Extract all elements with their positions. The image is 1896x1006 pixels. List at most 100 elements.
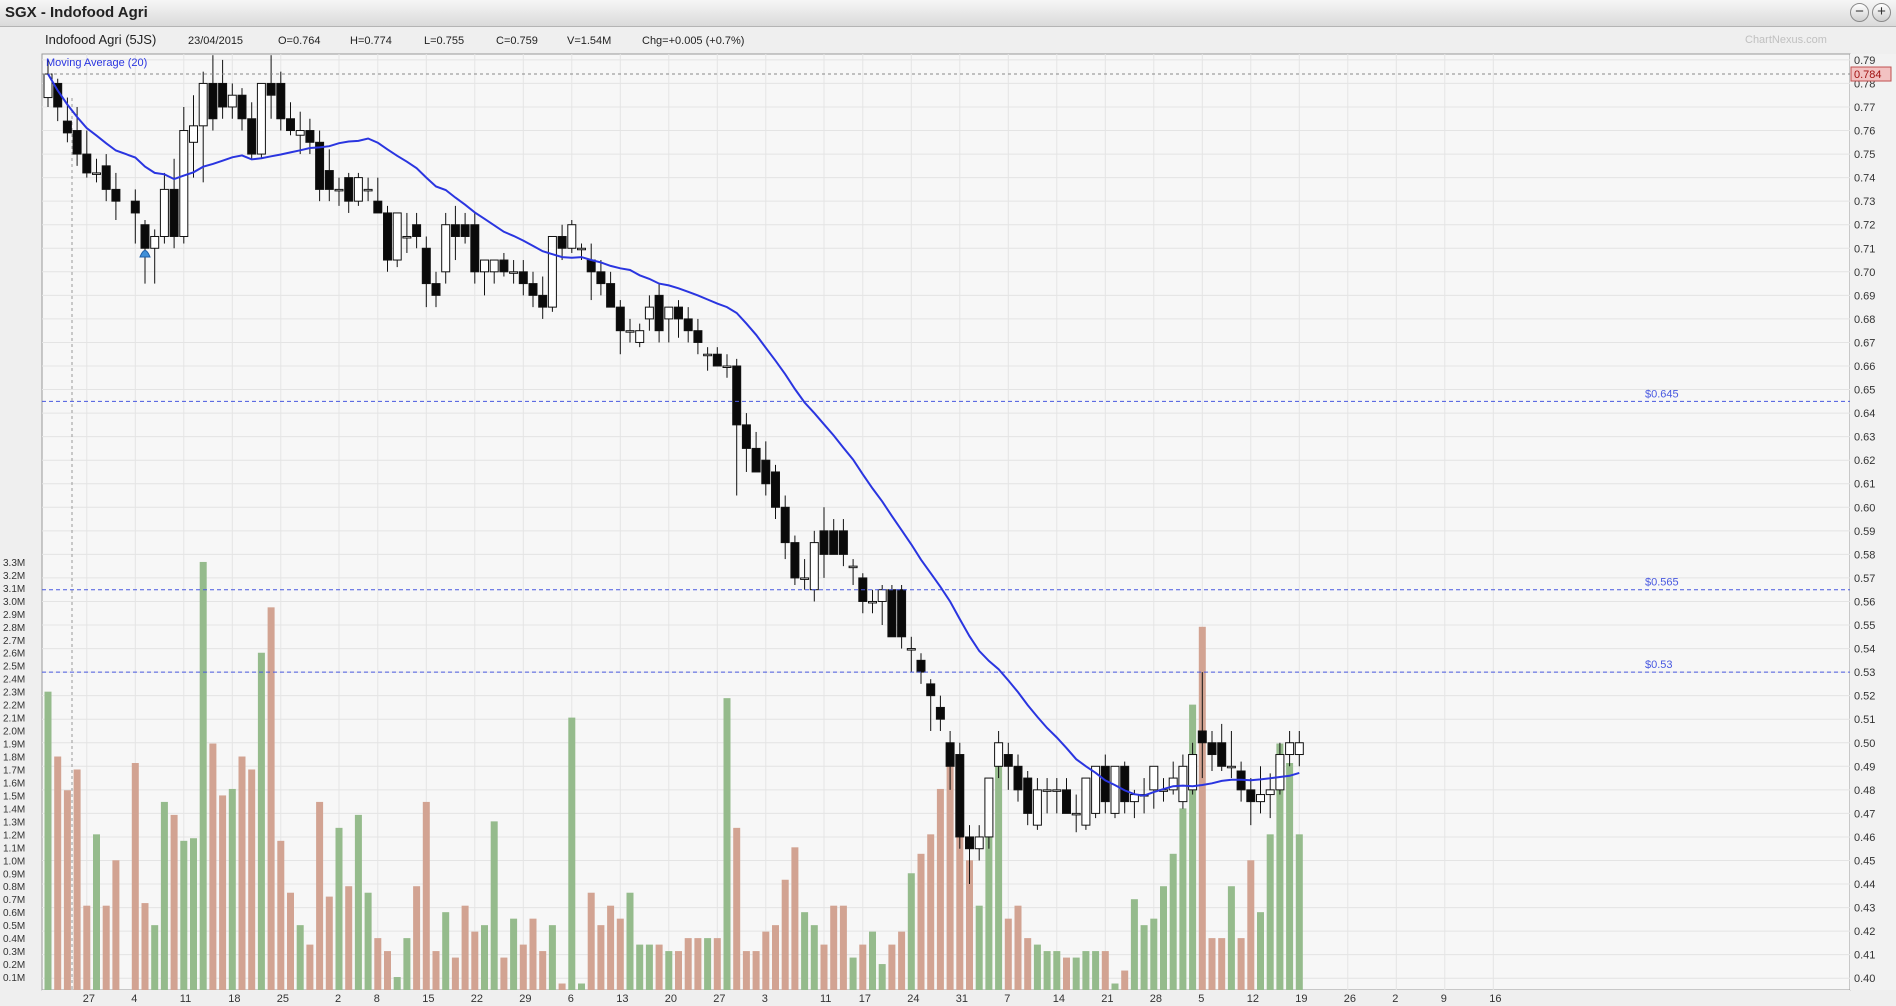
candle[interactable] bbox=[247, 118, 257, 155]
candle[interactable] bbox=[586, 259, 596, 273]
candle[interactable] bbox=[315, 141, 325, 190]
candle[interactable] bbox=[1178, 765, 1188, 803]
candle[interactable] bbox=[256, 82, 266, 155]
candle[interactable] bbox=[1265, 789, 1275, 796]
candle[interactable] bbox=[266, 82, 276, 96]
candle[interactable] bbox=[926, 683, 936, 697]
candle[interactable] bbox=[1013, 765, 1023, 791]
candle[interactable] bbox=[829, 530, 839, 555]
candle[interactable] bbox=[111, 188, 121, 202]
candle[interactable] bbox=[741, 424, 751, 449]
candle[interactable] bbox=[916, 659, 926, 673]
candle[interactable] bbox=[780, 506, 790, 544]
candle[interactable] bbox=[868, 600, 877, 604]
candle[interactable] bbox=[984, 777, 994, 838]
candle[interactable] bbox=[1023, 777, 1033, 814]
candle[interactable] bbox=[295, 130, 305, 136]
candle[interactable] bbox=[150, 235, 160, 249]
candle[interactable] bbox=[751, 447, 761, 473]
candle[interactable] bbox=[72, 130, 82, 155]
candle[interactable] bbox=[1217, 742, 1227, 767]
candle[interactable] bbox=[809, 542, 819, 591]
candle[interactable] bbox=[722, 365, 732, 368]
candle[interactable] bbox=[1168, 777, 1178, 791]
candle[interactable] bbox=[470, 224, 480, 273]
candle[interactable] bbox=[179, 130, 189, 237]
candle[interactable] bbox=[906, 648, 916, 651]
candle[interactable] bbox=[935, 706, 945, 720]
candle[interactable] bbox=[499, 259, 509, 273]
candle[interactable] bbox=[1120, 765, 1130, 803]
candle[interactable] bbox=[140, 224, 150, 249]
candle[interactable] bbox=[1285, 742, 1295, 756]
candle[interactable] bbox=[334, 188, 344, 192]
candle[interactable] bbox=[82, 153, 92, 174]
candle[interactable] bbox=[276, 82, 286, 120]
candle[interactable] bbox=[683, 318, 693, 332]
candle[interactable] bbox=[363, 188, 373, 192]
candle[interactable] bbox=[994, 742, 1004, 767]
candle[interactable] bbox=[790, 542, 800, 579]
candle[interactable] bbox=[1256, 794, 1265, 803]
candle[interactable] bbox=[353, 177, 363, 202]
candle[interactable] bbox=[1081, 777, 1091, 826]
candle[interactable] bbox=[945, 742, 955, 767]
candle[interactable] bbox=[489, 259, 499, 273]
candle[interactable] bbox=[528, 283, 538, 296]
candle[interactable] bbox=[557, 235, 567, 249]
candle[interactable] bbox=[101, 165, 111, 190]
candle[interactable] bbox=[654, 294, 664, 332]
candle[interactable] bbox=[431, 283, 441, 296]
candle[interactable] bbox=[509, 271, 519, 274]
bell-icon[interactable] bbox=[139, 250, 151, 258]
candle[interactable] bbox=[1062, 789, 1071, 814]
candle[interactable] bbox=[208, 82, 218, 120]
candle[interactable] bbox=[460, 224, 470, 237]
candle[interactable] bbox=[771, 471, 780, 508]
candle[interactable] bbox=[644, 306, 654, 320]
candle[interactable] bbox=[877, 589, 887, 602]
candle[interactable] bbox=[693, 330, 703, 343]
candle[interactable] bbox=[1129, 794, 1139, 803]
candle[interactable] bbox=[1032, 789, 1042, 826]
candle[interactable] bbox=[547, 235, 557, 308]
candle[interactable] bbox=[518, 271, 528, 285]
candle[interactable] bbox=[189, 125, 198, 143]
candle[interactable] bbox=[1052, 789, 1062, 792]
candle[interactable] bbox=[412, 224, 422, 237]
candle[interactable] bbox=[421, 247, 431, 285]
candle[interactable] bbox=[1110, 765, 1120, 814]
indicator-label[interactable]: Moving Average (20) bbox=[46, 57, 147, 69]
candle[interactable] bbox=[761, 459, 771, 485]
candle[interactable] bbox=[606, 283, 616, 308]
candle[interactable] bbox=[838, 530, 848, 555]
candle[interactable] bbox=[1042, 789, 1052, 792]
add-chart-button[interactable]: + bbox=[1872, 3, 1891, 22]
candle[interactable] bbox=[819, 530, 829, 555]
candle[interactable] bbox=[538, 294, 548, 308]
candle[interactable] bbox=[955, 754, 965, 838]
candle[interactable] bbox=[286, 118, 295, 132]
candle[interactable] bbox=[674, 306, 683, 320]
candle[interactable] bbox=[635, 330, 645, 343]
candle[interactable] bbox=[402, 235, 412, 239]
candle[interactable] bbox=[848, 565, 858, 569]
candle[interactable] bbox=[615, 306, 625, 332]
candle[interactable] bbox=[1188, 754, 1198, 791]
candle[interactable] bbox=[450, 224, 460, 237]
candle[interactable] bbox=[373, 200, 383, 214]
candle[interactable] bbox=[237, 94, 247, 120]
minimize-button[interactable]: − bbox=[1850, 3, 1869, 22]
candle[interactable] bbox=[1071, 812, 1081, 816]
candle[interactable] bbox=[664, 306, 674, 320]
candle[interactable] bbox=[392, 212, 402, 261]
candle[interactable] bbox=[1197, 730, 1207, 744]
candle[interactable] bbox=[1246, 789, 1256, 803]
candle[interactable] bbox=[625, 330, 635, 333]
candle[interactable] bbox=[1091, 765, 1101, 814]
candle[interactable] bbox=[324, 170, 334, 190]
candle[interactable] bbox=[227, 94, 237, 108]
candle[interactable] bbox=[169, 188, 179, 237]
candle[interactable] bbox=[1149, 765, 1159, 791]
candle[interactable] bbox=[305, 130, 315, 143]
